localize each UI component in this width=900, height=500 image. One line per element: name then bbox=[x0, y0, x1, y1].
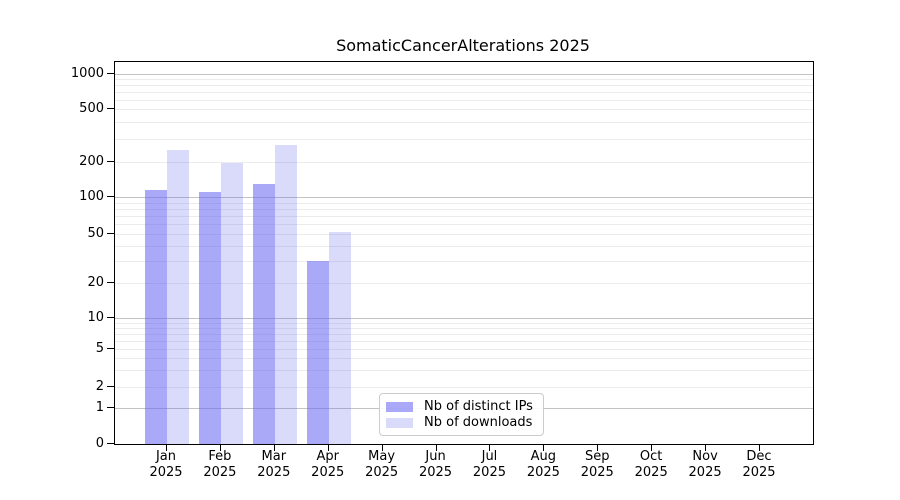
y-tick-200 bbox=[107, 161, 114, 162]
x-tick-jul bbox=[489, 444, 491, 451]
y-tick-20 bbox=[107, 282, 114, 283]
y-tick-label-20: 20 bbox=[87, 275, 104, 290]
gridline-800 bbox=[115, 85, 813, 87]
bar-jan-ips bbox=[145, 189, 167, 444]
legend-swatch-distinct-ips bbox=[386, 401, 413, 412]
gridline-8 bbox=[115, 327, 813, 329]
bar-apr-ips bbox=[306, 261, 329, 444]
gridline-400 bbox=[115, 121, 813, 123]
gridline-2 bbox=[115, 387, 813, 388]
y-tick-0 bbox=[107, 443, 114, 444]
y-tick-label-5: 5 bbox=[95, 341, 104, 356]
y-tick-label-0: 0 bbox=[95, 436, 104, 451]
bar-feb-downloads bbox=[220, 163, 243, 444]
gridline-80 bbox=[115, 208, 813, 210]
y-tick-1 bbox=[107, 407, 114, 408]
gridline-40 bbox=[115, 245, 813, 247]
y-tick-label-500: 500 bbox=[79, 101, 104, 116]
x-tick-aug bbox=[543, 444, 545, 451]
x-tick-label-apr: Apr 2025 bbox=[311, 449, 345, 480]
y-tick-10 bbox=[107, 317, 114, 318]
x-tick-feb bbox=[219, 444, 221, 451]
bar-mar-ips bbox=[252, 183, 275, 444]
legend: Nb of distinct IPs Nb of downloads bbox=[379, 393, 544, 436]
gridline-4 bbox=[115, 358, 813, 360]
bar-feb-ips bbox=[198, 192, 221, 444]
legend-label-downloads: Nb of downloads bbox=[424, 415, 533, 430]
gridline-50 bbox=[115, 234, 813, 235]
x-tick-oct bbox=[651, 444, 653, 451]
y-tick-label-1000: 1000 bbox=[70, 66, 104, 81]
bar-apr-downloads bbox=[328, 231, 351, 444]
x-tick-nov bbox=[705, 444, 707, 451]
y-tick-label-1: 1 bbox=[95, 400, 104, 415]
gridline-300 bbox=[115, 138, 813, 140]
x-tick-jan bbox=[166, 444, 167, 451]
x-tick-label-jul: Jul 2025 bbox=[472, 449, 506, 480]
chart-title: SomaticCancerAlterations 2025 bbox=[336, 36, 590, 55]
y-tick-label-2: 2 bbox=[95, 379, 104, 394]
x-tick-apr bbox=[327, 444, 329, 451]
x-tick-label-mar: Mar 2025 bbox=[257, 449, 291, 480]
x-tick-label-oct: Oct 2025 bbox=[634, 449, 668, 480]
y-tick-5 bbox=[107, 348, 114, 349]
gridline-1000 bbox=[115, 74, 813, 75]
x-tick-label-may: May 2025 bbox=[365, 449, 399, 480]
x-tick-label-jan: Jan 2025 bbox=[149, 449, 183, 480]
gridline-10 bbox=[115, 318, 813, 319]
gridline-90 bbox=[115, 202, 813, 204]
gridline-30 bbox=[115, 261, 813, 263]
plot-area bbox=[114, 61, 814, 445]
bar-mar-downloads bbox=[274, 144, 297, 444]
y-tick-label-50: 50 bbox=[87, 226, 104, 241]
x-tick-label-feb: Feb 2025 bbox=[203, 449, 237, 480]
y-tick-label-10: 10 bbox=[87, 310, 104, 325]
gridline-5 bbox=[115, 349, 813, 350]
gridline-70 bbox=[115, 216, 813, 218]
y-tick-50 bbox=[107, 233, 114, 234]
legend-item-downloads: Nb of downloads bbox=[386, 415, 535, 430]
gridline-200 bbox=[115, 162, 813, 163]
gridline-20 bbox=[115, 283, 813, 284]
gridline-7 bbox=[115, 333, 813, 335]
x-tick-jun bbox=[435, 444, 437, 451]
gridline-3 bbox=[115, 370, 813, 372]
x-tick-label-dec: Dec 2025 bbox=[742, 449, 776, 480]
y-tick-100 bbox=[107, 196, 114, 197]
x-tick-label-aug: Aug 2025 bbox=[526, 449, 560, 480]
y-tick-2 bbox=[107, 386, 114, 387]
x-tick-label-nov: Nov 2025 bbox=[688, 449, 722, 480]
gridline-900 bbox=[115, 79, 813, 81]
x-tick-may bbox=[381, 444, 383, 451]
gridline-60 bbox=[115, 224, 813, 226]
x-tick-label-sep: Sep 2025 bbox=[580, 449, 614, 480]
legend-swatch-downloads bbox=[386, 417, 413, 428]
y-tick-label-100: 100 bbox=[79, 189, 104, 204]
gridline-600 bbox=[115, 99, 813, 101]
x-tick-dec bbox=[758, 444, 760, 451]
bar-jan-downloads bbox=[167, 150, 189, 444]
gridline-6 bbox=[115, 340, 813, 342]
y-tick-1000 bbox=[107, 73, 114, 74]
y-tick-label-200: 200 bbox=[79, 154, 104, 169]
x-tick-label-jun: Jun 2025 bbox=[418, 449, 453, 480]
legend-label-distinct-ips: Nb of distinct IPs bbox=[424, 399, 533, 414]
legend-item-distinct-ips: Nb of distinct IPs bbox=[386, 399, 535, 414]
y-tick-500 bbox=[107, 108, 114, 109]
gridline-9 bbox=[115, 322, 813, 324]
gridline-500 bbox=[115, 109, 813, 110]
gridline-700 bbox=[115, 92, 813, 93]
x-tick-mar bbox=[273, 444, 275, 451]
x-tick-sep bbox=[597, 444, 599, 451]
gridline-100 bbox=[115, 197, 813, 198]
